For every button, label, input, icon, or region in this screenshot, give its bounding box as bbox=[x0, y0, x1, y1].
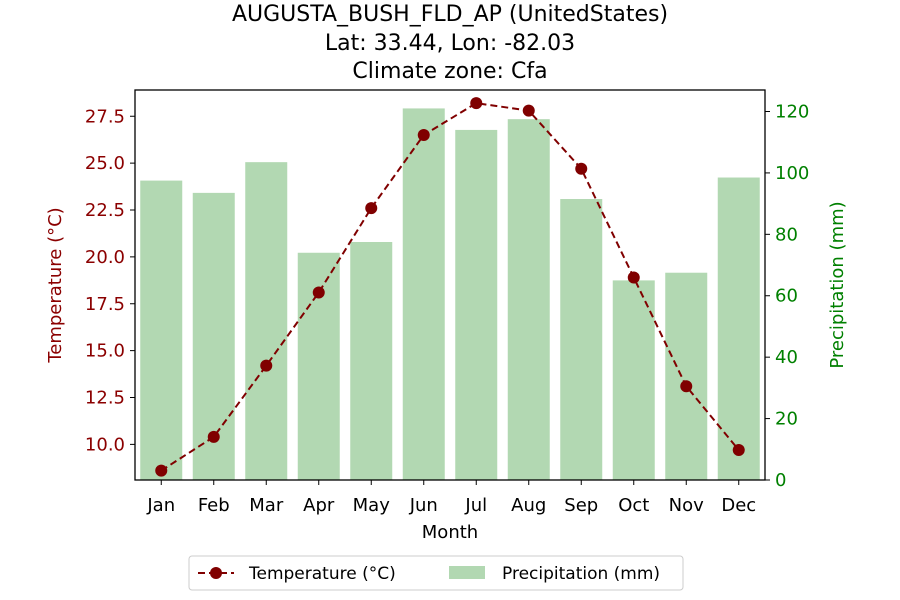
left-tick-label: 20.0 bbox=[85, 247, 125, 268]
right-tick-label: 120 bbox=[775, 101, 809, 122]
x-tick-label-jun: Jun bbox=[409, 495, 438, 516]
legend-box bbox=[188, 555, 684, 591]
x-tick-label-aug: Aug bbox=[511, 495, 546, 516]
temperature-point-jul bbox=[470, 97, 483, 110]
precipitation-bar-oct bbox=[612, 280, 655, 480]
left-tick-label: 22.5 bbox=[85, 200, 125, 221]
x-tick-label-mar: Mar bbox=[249, 495, 284, 516]
legend-precipitation-label: Precipitation (mm) bbox=[502, 564, 660, 584]
left-tick-label: 12.5 bbox=[85, 388, 125, 409]
y-axis-label-right: Precipitation (mm) bbox=[827, 201, 848, 368]
x-axis-label: Month bbox=[422, 522, 478, 543]
right-axis-ticks: 0 20 40 60 80 100 120 bbox=[765, 101, 809, 491]
left-tick-label: 17.5 bbox=[85, 294, 125, 315]
temperature-series bbox=[155, 97, 745, 477]
legend-temperature-label: Temperature (°C) bbox=[248, 564, 396, 584]
temperature-point-feb bbox=[207, 430, 220, 443]
temperature-point-jun bbox=[417, 129, 430, 141]
precipitation-bar-jul bbox=[455, 129, 498, 480]
temperature-point-may bbox=[365, 202, 378, 215]
right-tick-label: 100 bbox=[775, 163, 809, 184]
right-tick-label: 40 bbox=[775, 347, 798, 368]
x-axis-ticks: Jan Feb Mar Apr May Jun Jul Aug Sep Oct Nov Dec bbox=[146, 480, 756, 516]
right-tick-label: 0 bbox=[775, 470, 786, 491]
legend-precipitation-swatch bbox=[449, 566, 485, 579]
x-tick-label-dec: Dec bbox=[721, 495, 756, 516]
y-axis-label-left: Temperature (°C) bbox=[45, 207, 66, 363]
precipitation-bar-aug bbox=[507, 119, 550, 481]
right-tick-label: 20 bbox=[775, 409, 798, 430]
title-line-1: AUGUSTA_BUSH_FLD_AP (UnitedStates) bbox=[232, 2, 668, 27]
x-tick-label-jan: Jan bbox=[146, 495, 175, 516]
legend: Temperature (°C) Precipitation (mm) bbox=[188, 555, 684, 591]
precipitation-bar-jan bbox=[140, 180, 183, 480]
left-tick-label: 15.0 bbox=[85, 341, 125, 362]
plot-frame bbox=[134, 89, 766, 481]
x-tick-label-jul: Jul bbox=[464, 495, 487, 516]
right-tick-label: 80 bbox=[775, 224, 798, 245]
x-tick-label-nov: Nov bbox=[669, 495, 704, 516]
temperature-point-aug bbox=[522, 104, 535, 117]
temperature-point-dec bbox=[732, 444, 745, 456]
right-tick-label: 60 bbox=[775, 286, 798, 307]
x-tick-label-oct: Oct bbox=[618, 495, 649, 516]
precipitation-bars bbox=[140, 108, 760, 481]
title-line-2: Lat: 33.44, Lon: -82.03 bbox=[325, 31, 575, 56]
x-tick-label-feb: Feb bbox=[198, 495, 230, 516]
title-line-3: Climate zone: Cfa bbox=[352, 59, 547, 84]
chart-title: AUGUSTA_BUSH_FLD_AP (UnitedStates) Lat: … bbox=[232, 2, 668, 84]
temperature-point-jan bbox=[155, 464, 168, 477]
precipitation-bar-jun bbox=[402, 108, 445, 480]
precipitation-bar-may bbox=[350, 242, 393, 480]
x-tick-label-sep: Sep bbox=[564, 495, 598, 516]
x-tick-label-apr: Apr bbox=[303, 495, 335, 516]
temperature-point-mar bbox=[260, 359, 273, 372]
left-axis-ticks: 10.0 12.5 15.0 17.5 20.0 22.5 25.0 27.5 bbox=[85, 106, 135, 455]
precipitation-bar-dec bbox=[717, 177, 760, 480]
temperature-point-oct bbox=[627, 271, 640, 284]
precipitation-bar-nov bbox=[665, 272, 708, 480]
x-tick-label-may: May bbox=[353, 495, 391, 516]
temperature-point-nov bbox=[680, 380, 693, 393]
left-tick-label: 10.0 bbox=[85, 434, 125, 455]
precipitation-bar-mar bbox=[245, 162, 288, 481]
left-tick-label: 27.5 bbox=[85, 106, 125, 127]
left-tick-label: 25.0 bbox=[85, 153, 125, 174]
temperature-line bbox=[160, 102, 740, 472]
precipitation-bar-sep bbox=[560, 199, 603, 480]
temperature-point-sep bbox=[575, 162, 588, 175]
legend-temperature-marker bbox=[210, 567, 222, 579]
temperature-point-apr bbox=[312, 286, 325, 299]
